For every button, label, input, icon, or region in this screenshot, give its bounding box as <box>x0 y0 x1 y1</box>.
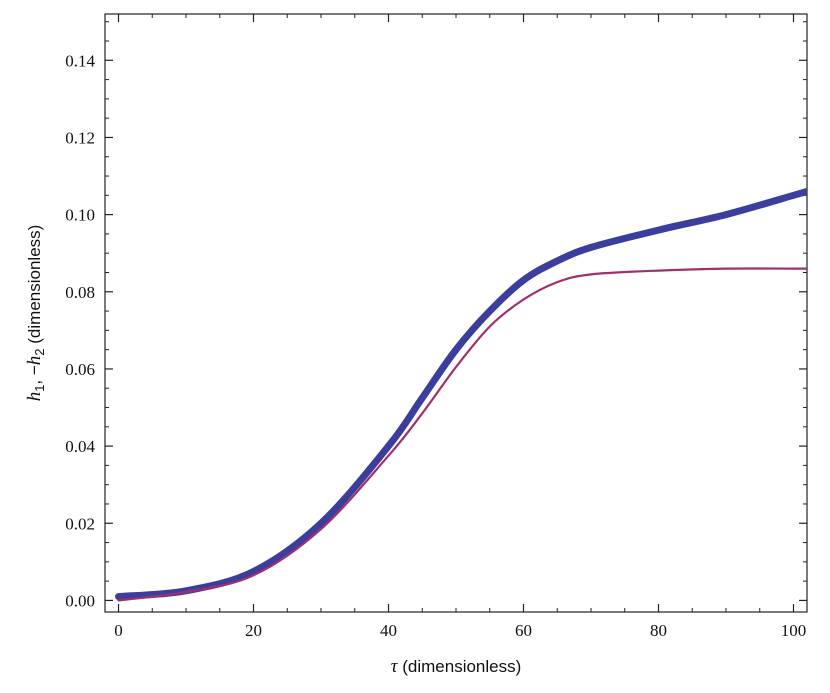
y-label-sub1: 1 <box>32 385 47 392</box>
x-tick-label: 20 <box>245 621 262 640</box>
x-tick-label: 60 <box>515 621 532 640</box>
x-tick-label: 80 <box>650 621 667 640</box>
y-tick-label: 0.08 <box>65 283 95 302</box>
y-tick-label: 0.02 <box>65 514 95 533</box>
x-axis-text: (dimensionless) <box>398 657 522 676</box>
y-tick-label: 0.10 <box>65 206 95 225</box>
y-axis-label: h1, −h2 (dimensionless) <box>24 225 47 402</box>
y-label-h2: h <box>24 356 45 366</box>
x-axis-label: τ (dimensionless) <box>391 656 522 677</box>
y-tick-label: 0.06 <box>65 360 95 379</box>
series-layer <box>115 188 807 602</box>
x-tick-label: 0 <box>114 621 123 640</box>
y-tick-label: 0.14 <box>65 51 95 70</box>
series-h2-line <box>117 267 807 602</box>
plot-frame <box>104 13 808 613</box>
x-axis-symbol: τ <box>391 656 399 677</box>
y-tick-label: 0.12 <box>65 128 95 147</box>
minor-ticks <box>105 14 807 612</box>
x-tick-label: 100 <box>781 621 807 640</box>
y-label-sep: , − <box>25 365 44 384</box>
x-tick-label: 40 <box>380 621 397 640</box>
y-tick-label: 0.04 <box>65 437 95 456</box>
y-label-text: (dimensionless) <box>25 225 44 349</box>
series-h1-line <box>115 188 807 601</box>
y-tick-label: 0.00 <box>65 591 95 610</box>
major-ticks <box>105 14 807 612</box>
y-label-h1: h <box>24 392 45 402</box>
y-label-sub2: 2 <box>32 348 47 355</box>
